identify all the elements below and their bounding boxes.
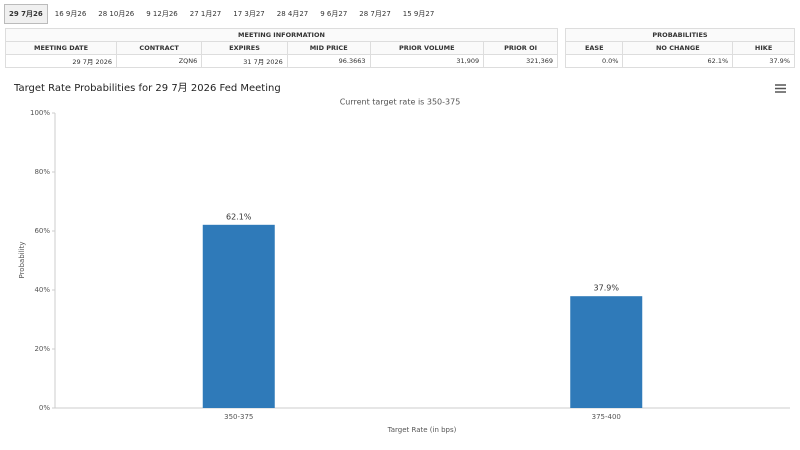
column-header: MID PRICE	[286, 41, 371, 55]
column-header: NO CHANGE	[622, 41, 734, 55]
meeting-tab[interactable]: 16 9月26	[54, 10, 87, 18]
column-header: HIKE	[732, 41, 795, 55]
y-tick-label: 100%	[30, 109, 50, 117]
cell: 31 7月 2026	[201, 54, 288, 68]
column-header: PRIOR OI	[483, 41, 558, 55]
menu-icon[interactable]	[775, 84, 786, 93]
y-axis-label: Probability	[18, 241, 26, 278]
header-row: MEETING INFORMATION	[5, 28, 558, 42]
column-header: EASE	[564, 41, 624, 55]
chart: Target Rate Probabilities for 29 7月 2026…	[13, 82, 790, 434]
cell: 62.1%	[622, 54, 734, 68]
cell: 96.3663	[286, 54, 371, 68]
meeting-tab[interactable]: 28 10月26	[98, 10, 135, 18]
bar	[570, 296, 643, 408]
cell: ZQN6	[116, 54, 203, 68]
probabilities-table: PROBABILITIES EASE NO CHANGE HIKE 0.0% 62.1% 3…	[564, 28, 795, 68]
y-tick-label: 0%	[39, 404, 50, 412]
table-title: MEETING INFORMATION	[5, 28, 558, 42]
x-tick-label: 375-400	[592, 413, 621, 421]
cell: 37.9%	[732, 54, 795, 68]
y-tick-label: 20%	[34, 345, 50, 353]
meeting-tab[interactable]: 28 4月27	[276, 10, 309, 18]
cell: 321,369	[483, 54, 558, 68]
y-tick-label: 40%	[34, 286, 50, 294]
cell: 29 7月 2026	[4, 54, 118, 68]
meeting-tab[interactable]: 15 9月27	[402, 10, 435, 18]
y-tick-label: 80%	[34, 168, 50, 176]
table-title: PROBABILITIES	[565, 28, 795, 42]
meeting-tab[interactable]: 28 7月27	[359, 10, 391, 18]
data-row: 0.0% 62.1% 37.9%	[564, 54, 795, 68]
meeting-tab[interactable]: 9 12月26	[146, 10, 178, 18]
column-row: EASE NO CHANGE HIKE	[564, 41, 795, 55]
meeting-tabs: 29 7月26 16 9月26 28 10月26 9 12月26 27 1月27 17 3…	[4, 4, 439, 24]
column-row: MEETING DATE CONTRACT EXPIRES MID PRICE PRIO…	[4, 41, 558, 55]
chart-title: Target Rate Probabilities for 29 7月 2026…	[13, 82, 281, 94]
x-tick-label: 350-375	[224, 413, 253, 421]
chart-subtitle: Current target rate is 350-375	[340, 98, 461, 107]
bar	[202, 224, 275, 408]
meeting-tab[interactable]: 17 3月27	[233, 10, 265, 18]
cell: 31,909	[369, 54, 485, 68]
column-header: PRIOR VOLUME	[369, 41, 485, 55]
meeting-info-table: MEETING INFORMATION MEETING DATE CONTRACT E…	[4, 28, 558, 68]
data-row: 29 7月 2026 ZQN6 31 7月 2026 96.3663 31,909 321…	[4, 54, 558, 68]
cell: 0.0%	[564, 54, 624, 68]
column-header: CONTRACT	[116, 41, 203, 55]
y-tick-label: 60%	[34, 227, 50, 235]
data-label: 37.9%	[594, 284, 620, 293]
data-label: 62.1%	[226, 212, 252, 221]
column-header: EXPIRES	[201, 41, 288, 55]
meeting-tab[interactable]: 9 6月27	[320, 10, 348, 18]
column-header: MEETING DATE	[4, 41, 118, 55]
meeting-tab[interactable]: 27 1月27	[189, 10, 222, 18]
x-axis-label: Target Rate (in bps)	[387, 426, 457, 434]
header-row: PROBABILITIES	[565, 28, 795, 42]
meeting-tab[interactable]: 29 7月26	[4, 4, 48, 24]
